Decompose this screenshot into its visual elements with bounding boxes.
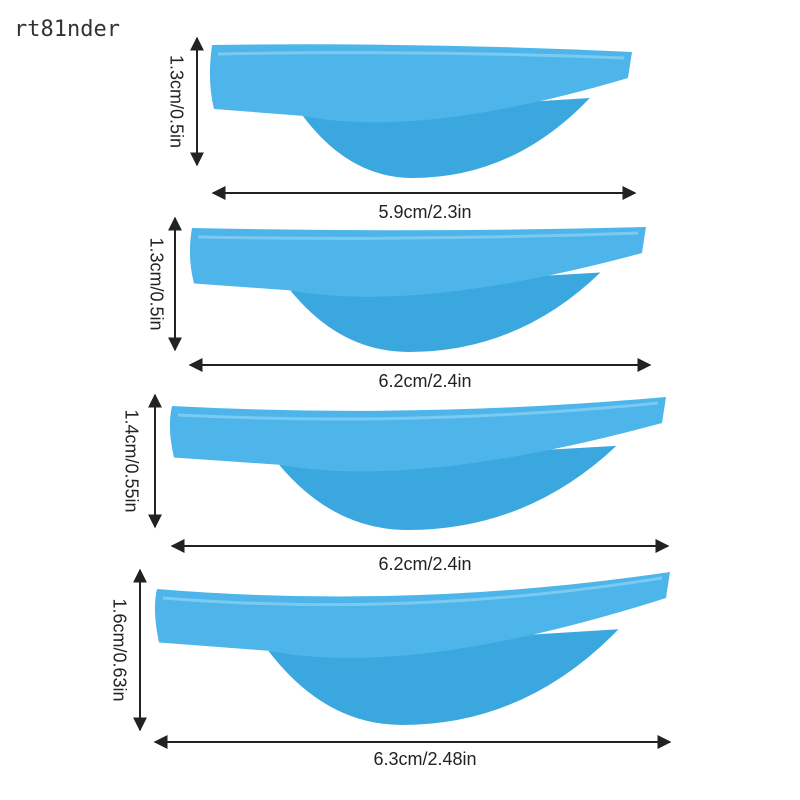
width-label: 6.3cm/2.48in <box>373 749 476 769</box>
pad-highlight <box>197 231 639 240</box>
height-label: 1.6cm/0.63in <box>109 598 129 701</box>
pad-highlight <box>217 51 625 60</box>
width-label: 5.9cm/2.3in <box>378 202 471 222</box>
width-label: 6.2cm/2.4in <box>378 371 471 391</box>
height-label: 1.3cm/0.5in <box>146 237 166 330</box>
width-label: 6.2cm/2.4in <box>378 554 471 574</box>
height-label: 1.4cm/0.55in <box>121 409 141 512</box>
pad-band <box>189 227 646 297</box>
pad-highlight <box>162 576 663 607</box>
pad-band <box>169 397 666 472</box>
pad-band <box>209 44 632 123</box>
watermark: rt81nder <box>14 17 120 42</box>
height-label: 1.3cm/0.5in <box>166 55 186 148</box>
pad-highlight <box>177 401 659 421</box>
